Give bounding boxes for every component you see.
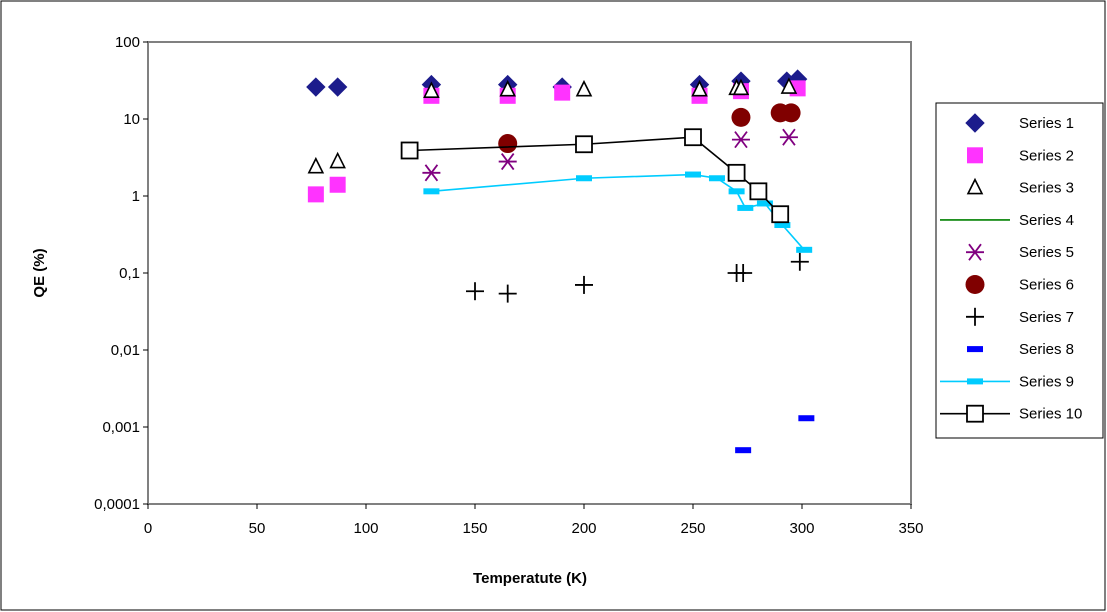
x-tick-label: 250 bbox=[680, 520, 705, 537]
data-point bbox=[400, 141, 419, 160]
legend-item-3: Series 3 bbox=[966, 177, 1074, 197]
data-point bbox=[498, 153, 517, 171]
data-point bbox=[498, 284, 517, 303]
data-point bbox=[329, 176, 346, 193]
x-axis-title: Temperatute (K) bbox=[473, 570, 587, 587]
data-point bbox=[575, 275, 593, 294]
series-3 bbox=[307, 77, 798, 174]
x-tick-label: 0 bbox=[144, 520, 152, 537]
data-point bbox=[728, 188, 745, 195]
legend-label: Series 2 bbox=[1019, 147, 1074, 164]
y-tick-label: 0,001 bbox=[102, 419, 140, 436]
series-7 bbox=[466, 252, 809, 303]
legend-label: Series 4 bbox=[1019, 212, 1074, 229]
legend-item-9: Series 9 bbox=[940, 373, 1074, 390]
legend-marker bbox=[966, 404, 984, 423]
legend-marker bbox=[966, 177, 984, 195]
data-point bbox=[685, 171, 701, 178]
y-tick-label: 10 bbox=[123, 111, 140, 128]
legend-label: Series 6 bbox=[1019, 277, 1074, 294]
legend-item-10: Series 10 bbox=[940, 404, 1082, 423]
data-point bbox=[732, 78, 750, 96]
y-tick-label: 0,1 bbox=[119, 265, 140, 282]
data-point bbox=[780, 77, 798, 94]
data-point bbox=[774, 222, 791, 229]
legend-item-6: Series 6 bbox=[965, 275, 1074, 294]
data-point bbox=[554, 84, 571, 101]
legend-label: Series 8 bbox=[1019, 341, 1074, 358]
data-point bbox=[749, 182, 768, 201]
legend-label: Series 7 bbox=[1019, 309, 1074, 326]
data-point bbox=[691, 79, 708, 97]
y-tick-label: 1 bbox=[132, 188, 140, 205]
data-point bbox=[779, 128, 798, 146]
legend-marker bbox=[965, 275, 985, 294]
data-point bbox=[466, 282, 484, 301]
legend-marker bbox=[965, 113, 985, 133]
data-point bbox=[575, 135, 593, 154]
x-tick-label: 200 bbox=[571, 520, 596, 537]
y-tick-label: 0,0001 bbox=[94, 496, 140, 513]
data-point bbox=[307, 156, 325, 174]
data-point bbox=[422, 164, 441, 182]
legend-item-4: Series 4 bbox=[940, 212, 1074, 229]
legend-marker bbox=[967, 378, 983, 385]
y-tick-label: 100 bbox=[115, 34, 140, 51]
series-layer bbox=[306, 69, 815, 454]
x-tick-label: 300 bbox=[789, 520, 814, 537]
legend-label: Series 5 bbox=[1019, 244, 1074, 261]
series-8 bbox=[735, 415, 815, 454]
data-point bbox=[756, 200, 773, 207]
data-point bbox=[734, 264, 753, 282]
legend-label: Series 9 bbox=[1019, 373, 1074, 390]
legend-item-5: Series 5 bbox=[966, 243, 1074, 261]
legend-item-7: Series 7 bbox=[966, 307, 1074, 326]
x-tick-label: 50 bbox=[249, 520, 266, 537]
data-point bbox=[798, 415, 815, 422]
data-point bbox=[575, 79, 593, 97]
data-point bbox=[790, 252, 809, 271]
x-tick-label: 350 bbox=[898, 520, 923, 537]
x-tick-label: 150 bbox=[462, 520, 487, 537]
data-point bbox=[576, 175, 592, 182]
legend-label: Series 1 bbox=[1019, 115, 1074, 132]
data-point bbox=[781, 103, 801, 123]
data-point bbox=[708, 175, 725, 182]
data-point bbox=[737, 204, 754, 211]
data-point bbox=[329, 151, 346, 169]
legend-marker bbox=[967, 147, 983, 164]
data-point bbox=[423, 81, 440, 98]
legend-marker bbox=[966, 307, 984, 326]
legend-label: Series 10 bbox=[1019, 406, 1082, 423]
data-point bbox=[423, 188, 440, 195]
x-tick-label: 100 bbox=[353, 520, 378, 537]
y-tick-label: 0,01 bbox=[111, 342, 140, 359]
series-10 bbox=[400, 128, 790, 224]
data-point bbox=[727, 163, 746, 182]
legend-item-8: Series 8 bbox=[967, 341, 1074, 358]
data-point bbox=[735, 447, 752, 454]
data-point bbox=[327, 77, 348, 97]
data-point bbox=[499, 79, 516, 97]
y-axis-title: QE (%) bbox=[31, 248, 48, 297]
data-point bbox=[684, 128, 702, 147]
series-5 bbox=[422, 128, 798, 182]
data-point bbox=[796, 246, 813, 253]
data-point bbox=[731, 131, 750, 149]
legend-item-1: Series 1 bbox=[965, 113, 1074, 133]
legend-item-2: Series 2 bbox=[967, 147, 1074, 164]
legend-label: Series 3 bbox=[1019, 180, 1074, 197]
series-6 bbox=[498, 103, 801, 154]
data-point bbox=[771, 205, 790, 224]
axes: 0 50 100 150 200 250 300 350 0,0001 0,001 0,01 0,1 1… bbox=[94, 34, 923, 537]
data-point bbox=[731, 107, 751, 127]
data-point bbox=[306, 77, 326, 97]
data-point bbox=[307, 186, 324, 203]
legend: Series 1 Series 2 Series 3 Series 4 Series 5… bbox=[935, 102, 1104, 439]
legend-marker bbox=[967, 346, 983, 353]
data-point bbox=[498, 134, 518, 154]
legend-marker bbox=[966, 243, 984, 261]
